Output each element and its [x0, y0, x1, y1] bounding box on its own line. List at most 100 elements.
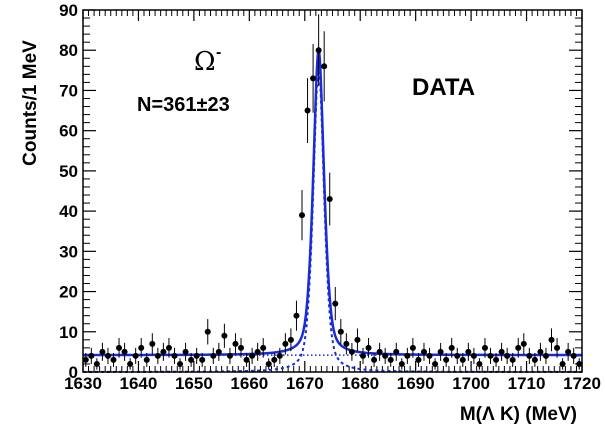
data-point	[310, 75, 316, 81]
data-point	[421, 349, 427, 355]
data-point	[399, 361, 405, 367]
data-point	[382, 353, 388, 359]
data-point	[410, 345, 416, 351]
data-point	[249, 353, 255, 359]
y-tick-label: 30	[59, 242, 78, 261]
y-tick-label: 80	[59, 41, 78, 60]
data-point	[271, 357, 277, 363]
data-point	[282, 341, 288, 347]
data-point	[388, 357, 394, 363]
data-point	[144, 357, 150, 363]
data-point	[122, 349, 128, 355]
data-point	[482, 345, 488, 351]
x-tick-label: 1690	[397, 374, 435, 393]
data-point	[332, 301, 338, 307]
particle-charge: -	[216, 44, 221, 61]
data-point	[227, 353, 233, 359]
data-point	[94, 361, 100, 367]
x-tick-label: 1680	[341, 374, 379, 393]
data-point	[465, 349, 471, 355]
data-point	[488, 353, 494, 359]
data-point	[354, 337, 360, 343]
data-point	[88, 353, 94, 359]
dataset-label: DATA	[412, 74, 475, 101]
data-point	[427, 353, 433, 359]
data-point	[210, 353, 216, 359]
x-tick-label: 1630	[64, 374, 102, 393]
data-point	[571, 353, 577, 359]
data-point	[493, 357, 499, 363]
data-point	[537, 349, 543, 355]
data-point	[138, 345, 144, 351]
y-tick-label: 90	[59, 1, 78, 20]
y-tick-label: 50	[59, 162, 78, 181]
x-tick-label: 1710	[508, 374, 546, 393]
data-point	[199, 357, 205, 363]
data-point	[305, 108, 311, 114]
data-point	[343, 341, 349, 347]
data-point	[460, 357, 466, 363]
x-tick-label: 1660	[230, 374, 268, 393]
y-axis-title: Counts/1 MeV	[20, 40, 41, 166]
data-point	[288, 337, 294, 343]
data-point	[443, 357, 449, 363]
data-point	[155, 353, 161, 359]
data-point	[194, 353, 200, 359]
data-point	[471, 353, 477, 359]
data-point	[499, 349, 505, 355]
data-point	[293, 313, 299, 319]
data-point	[216, 349, 222, 355]
data-point	[238, 345, 244, 351]
data-point	[565, 349, 571, 355]
x-tick-label: 1720	[563, 374, 601, 393]
data-point	[166, 345, 172, 351]
data-point	[171, 353, 177, 359]
data-point	[127, 361, 133, 367]
data-point	[554, 345, 560, 351]
data-point	[299, 212, 305, 218]
x-tick-label: 1700	[452, 374, 490, 393]
data-point	[232, 341, 238, 347]
data-point	[110, 357, 116, 363]
x-axis-title: M(Λ K) (MeV)	[460, 404, 577, 425]
data-point	[321, 63, 327, 69]
data-point	[160, 349, 166, 355]
data-point	[449, 345, 455, 351]
data-point	[149, 341, 155, 347]
data-point	[393, 349, 399, 355]
data-point	[266, 361, 272, 367]
data-point	[521, 341, 527, 347]
data-point	[371, 357, 377, 363]
x-tick-label: 1670	[286, 374, 324, 393]
data-point	[116, 345, 122, 351]
data-point	[205, 329, 211, 335]
data-point	[476, 361, 482, 367]
data-point	[560, 361, 566, 367]
data-point	[438, 349, 444, 355]
y-tick-label: 70	[59, 81, 78, 100]
data-point	[543, 353, 549, 359]
data-point	[277, 353, 283, 359]
data-point	[105, 353, 111, 359]
data-point	[526, 353, 532, 359]
data-point	[133, 353, 139, 359]
data-point	[515, 345, 521, 351]
data-point	[415, 357, 421, 363]
data-point	[188, 357, 194, 363]
y-tick-label: 40	[59, 202, 78, 221]
data-point	[504, 353, 510, 359]
yield-label: N=361±23	[137, 94, 230, 116]
data-point	[349, 349, 355, 355]
y-tick-label: 20	[59, 283, 78, 302]
y-tick-label: 10	[59, 323, 78, 342]
data-point	[177, 361, 183, 367]
data-point	[454, 353, 460, 359]
data-point	[404, 353, 410, 359]
data-point	[432, 361, 438, 367]
data-point	[338, 329, 344, 335]
data-point	[221, 333, 227, 339]
data-point	[99, 349, 105, 355]
data-point	[377, 349, 383, 355]
data-point	[366, 345, 372, 351]
